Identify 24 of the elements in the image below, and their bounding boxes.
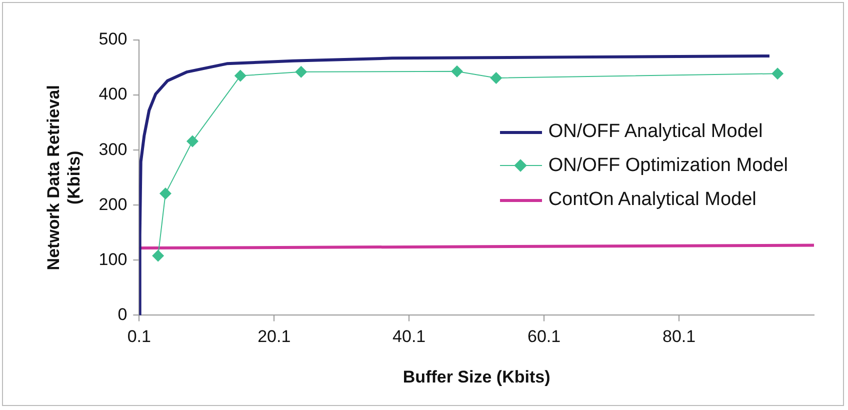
y-tick-label: 400	[98, 84, 128, 104]
x-tick-label: 40.1	[392, 327, 426, 346]
legend-label: ContOn Analytical Model	[548, 189, 756, 211]
point	[451, 65, 464, 78]
y-tick-label: 300	[98, 140, 128, 159]
point	[234, 70, 246, 82]
x-tick-label: 80.1	[662, 327, 696, 346]
x-axis-title: Buffer Size (Kbits)	[402, 367, 550, 386]
y-tick-label: 100	[98, 250, 128, 269]
y-tick-label: 200	[98, 194, 128, 214]
legend-label: ON/OFF Optimization Model	[548, 155, 788, 177]
legend-label: ON/OFF Analytical Model	[548, 121, 763, 143]
point	[490, 72, 502, 84]
point	[295, 66, 308, 78]
point	[159, 188, 172, 200]
y-tick-label: 500	[98, 30, 128, 49]
y-axis-title: Network Data Retrieval (Kbits)	[44, 85, 84, 270]
x-tick-label: 60.1	[528, 327, 561, 346]
x-tick-label: 20.1	[258, 327, 291, 346]
point	[772, 68, 784, 80]
x-tick-label: 0.1	[127, 327, 151, 346]
point	[186, 135, 198, 148]
y-tick-label: 0	[118, 304, 128, 324]
point	[152, 250, 164, 262]
